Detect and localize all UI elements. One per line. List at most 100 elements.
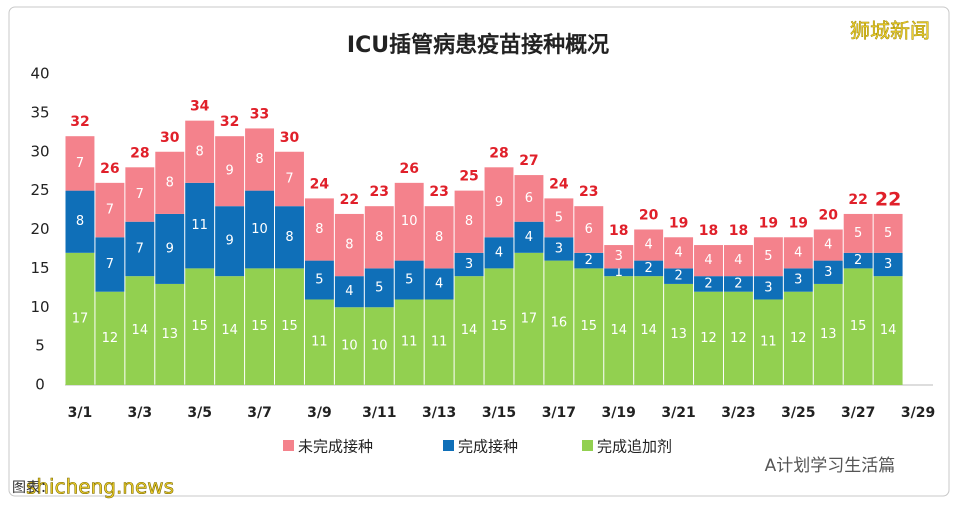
bar-segment: [694, 276, 723, 292]
bar-segment: [783, 237, 813, 269]
bar-segment: [574, 252, 604, 269]
total-label: 24: [549, 176, 569, 192]
data-label: 5: [315, 273, 323, 288]
data-label: 7: [106, 257, 114, 272]
bar-segment: [484, 167, 514, 238]
data-label: 12: [730, 331, 747, 346]
total-label: 25: [459, 169, 478, 185]
bar-segment: [215, 136, 245, 207]
data-label: 10: [371, 339, 388, 354]
data-label: 8: [285, 230, 293, 245]
bar-segment: [185, 182, 215, 269]
bar-segment: [574, 206, 604, 253]
x-tick-label: 3/9: [307, 405, 332, 421]
data-label: 1: [615, 265, 623, 280]
data-label: 5: [375, 280, 383, 295]
watermark: 图表：: [12, 480, 54, 496]
bar-segment: [394, 182, 424, 261]
bar-segment: [544, 198, 574, 238]
bar-segment: [275, 268, 304, 385]
data-label: 5: [884, 226, 892, 241]
y-tick-label: 0: [35, 376, 45, 394]
bar-segment: [185, 268, 215, 385]
data-label: 3: [824, 265, 832, 280]
data-label: 4: [435, 276, 443, 291]
legend-label: 完成追加剂: [597, 438, 672, 456]
data-label: 15: [581, 319, 598, 334]
data-label: 10: [341, 339, 358, 354]
bar-segment: [723, 245, 753, 277]
data-label: 4: [674, 245, 682, 260]
bar-segment: [664, 237, 694, 269]
data-label: 5: [764, 249, 772, 264]
bar-segment: [245, 190, 275, 269]
data-label: 8: [375, 230, 383, 245]
bar-segment: [723, 291, 753, 385]
bar-segment: [65, 252, 95, 385]
x-tick-label: 3/11: [362, 405, 396, 421]
y-tick-label: 40: [30, 65, 49, 83]
data-label: 2: [585, 253, 593, 268]
bar-segment: [544, 237, 574, 261]
bar-segment: [454, 276, 484, 385]
total-label: 30: [280, 130, 300, 146]
bar-segment: [664, 268, 694, 284]
bar-segment: [364, 307, 394, 385]
data-label: 7: [76, 156, 84, 171]
legend-label: 完成接种: [458, 438, 518, 456]
bar-segment: [514, 175, 544, 222]
data-label: 3: [764, 280, 772, 295]
data-label: 7: [106, 203, 114, 218]
total-label: 28: [130, 145, 149, 161]
bar-segment: [694, 291, 723, 385]
data-label: 14: [221, 323, 238, 338]
bar-segment: [843, 213, 873, 253]
x-tick-label: 3/5: [187, 405, 212, 421]
data-label: 15: [850, 319, 867, 334]
data-label: 6: [585, 222, 593, 237]
bar-segment: [304, 299, 334, 385]
bar-segment: [275, 206, 304, 269]
y-tick-label: 15: [30, 259, 49, 277]
y-tick-label: 25: [30, 181, 49, 199]
total-label: 18: [609, 223, 628, 239]
data-label: 10: [401, 214, 418, 229]
bar-segment: [334, 213, 364, 277]
bar-segment: [634, 229, 664, 261]
bar-segment: [544, 260, 574, 385]
data-label: 15: [281, 319, 298, 334]
bar-segment: [424, 299, 454, 385]
bar-segment: [125, 167, 155, 222]
data-label: 2: [704, 276, 712, 291]
bar-segment: [95, 182, 125, 238]
data-label: 11: [431, 335, 448, 350]
bar-segment: [604, 268, 634, 277]
bar-segment: [454, 190, 484, 253]
legend-label: 未完成接种: [298, 438, 373, 456]
legend-swatch: [582, 440, 593, 451]
data-label: 2: [854, 253, 862, 268]
bar-segment: [813, 229, 843, 261]
watermark: 狮城新闻: [850, 19, 930, 43]
data-label: 3: [794, 273, 802, 288]
data-label: 4: [824, 238, 832, 253]
x-tick-label: 3/29: [901, 405, 935, 421]
bar-segment: [245, 128, 275, 191]
data-label: 4: [525, 230, 533, 245]
data-label: 4: [645, 238, 653, 253]
legend-swatch: [283, 440, 294, 451]
total-label: 23: [429, 184, 448, 200]
total-label: 22: [875, 188, 901, 210]
total-label: 28: [489, 145, 508, 161]
bar-segment: [634, 260, 664, 277]
bar-segment: [215, 206, 245, 277]
data-label: 4: [794, 245, 802, 260]
data-label: 7: [136, 187, 144, 202]
data-label: 8: [465, 214, 473, 229]
bar-segment: [873, 252, 903, 277]
bar-segment: [275, 151, 304, 207]
data-label: 6: [525, 191, 533, 206]
data-label: 5: [854, 226, 862, 241]
data-label: 8: [196, 144, 204, 159]
data-label: 13: [670, 327, 687, 342]
